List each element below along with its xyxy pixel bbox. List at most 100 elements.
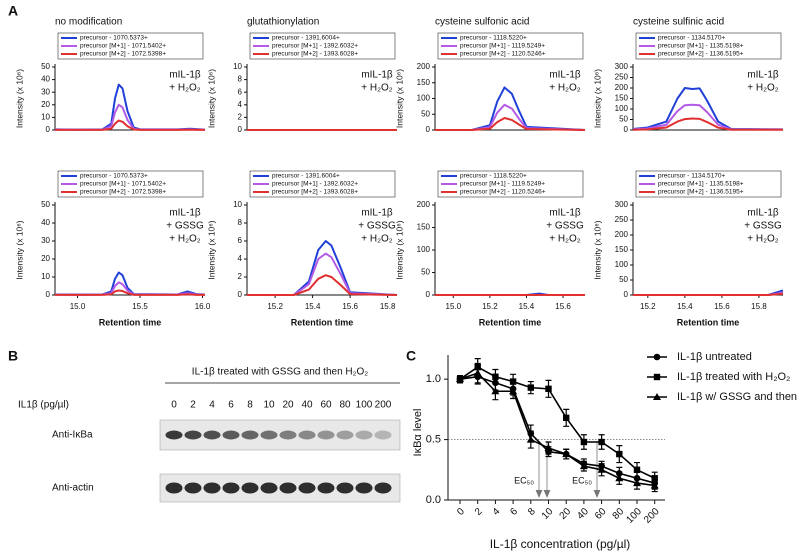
blot-band xyxy=(184,430,202,440)
y-tick-label: 50 xyxy=(619,275,628,284)
blot-band xyxy=(317,430,335,440)
panel-label: B xyxy=(8,348,18,364)
y-tick-label: 200 xyxy=(417,62,431,71)
annotation: + H₂O₂ xyxy=(169,234,201,245)
series-line xyxy=(247,240,398,296)
lane-label: 60 xyxy=(320,400,332,411)
y-axis-label: Intensity (x 10⁶) xyxy=(14,69,24,128)
marker xyxy=(509,378,517,385)
annotation: + H₂O₂ xyxy=(549,234,581,245)
x-axis-label: Retention time xyxy=(291,317,354,327)
blot-band xyxy=(222,430,240,440)
x-tick-label: 10 xyxy=(540,506,556,522)
legend-label: precursor - 1070.5373+ xyxy=(80,35,148,42)
marker xyxy=(492,373,499,380)
series-line xyxy=(247,252,398,296)
x-tick-label: 15.4 xyxy=(519,302,535,311)
panel-label: C xyxy=(406,348,416,364)
blot-band xyxy=(203,430,221,440)
y-tick-label: 10 xyxy=(41,272,50,281)
annotation: mIL-1β xyxy=(361,70,393,81)
x-tick-label: 100 xyxy=(624,506,644,526)
blot-band xyxy=(374,482,392,494)
y-tick-label: 40 xyxy=(41,75,50,84)
band-label: Anti-actin xyxy=(52,483,94,494)
blot-band xyxy=(336,430,354,440)
series-line xyxy=(459,366,656,479)
legend-marker xyxy=(653,393,661,400)
y-tick-label: 0 xyxy=(238,290,243,299)
y-tick-label: 10 xyxy=(233,62,242,71)
blot-band xyxy=(355,482,373,494)
y-tick-label: 100 xyxy=(417,245,431,254)
annotation: + H₂O₂ xyxy=(549,83,581,94)
marker xyxy=(615,474,624,482)
annotation: mIL-1β xyxy=(169,208,201,219)
y-tick-label: 0.0 xyxy=(426,494,441,506)
y-tick-label: 30 xyxy=(41,236,50,245)
y-tick-label: 1.0 xyxy=(426,373,441,385)
y-tick-label: 0 xyxy=(426,290,431,299)
legend-label: precursor [M+1] - 1119.5249+ xyxy=(460,43,545,50)
marker xyxy=(651,475,658,482)
series-line xyxy=(459,372,655,487)
y-tick-label: 250 xyxy=(615,215,629,224)
x-tick-label: 40 xyxy=(575,506,591,522)
chart-title: no modification xyxy=(55,17,122,28)
y-tick-label: 200 xyxy=(417,200,431,209)
y-tick-label: 200 xyxy=(615,230,629,239)
series-line xyxy=(633,292,784,296)
x-tick-label: 15.8 xyxy=(751,302,767,311)
lane-label: 40 xyxy=(301,400,313,411)
lane-label: 20 xyxy=(282,400,294,411)
legend-label: precursor [M+1] - 1392.6032+ xyxy=(272,181,358,188)
marker xyxy=(473,369,482,377)
x-tick-label: 0 xyxy=(455,506,467,518)
y-tick-label: 8 xyxy=(238,218,243,227)
marker xyxy=(633,466,641,473)
y-tick-label: 50 xyxy=(41,62,50,71)
y-tick-label: 50 xyxy=(421,109,430,118)
legend-label: precursor - 1134.5170+ xyxy=(658,35,725,42)
x-tick-label: 15.8 xyxy=(380,302,396,311)
legend-label: precursor [M+2] - 1136.5195+ xyxy=(658,189,744,196)
lane-label: 6 xyxy=(228,400,234,411)
y-axis-label: Intensity (x 10⁶) xyxy=(14,220,24,279)
lane-label: 80 xyxy=(339,400,351,411)
x-tick-label: 200 xyxy=(642,506,662,526)
series-line xyxy=(55,289,205,296)
legend-label: precursor - 1118.5220+ xyxy=(460,35,527,42)
y-axis-label: IκBα level xyxy=(412,409,424,457)
legend-label: IL-1β untreated xyxy=(677,351,752,363)
y-tick-label: 150 xyxy=(417,78,431,87)
spacer xyxy=(504,441,542,497)
series-line xyxy=(632,103,784,131)
y-tick-label: 200 xyxy=(615,83,629,92)
x-tick-label: 15.0 xyxy=(446,302,462,311)
legend-box xyxy=(57,32,204,60)
y-tick-label: 150 xyxy=(417,223,431,232)
y-tick-label: 0 xyxy=(426,125,431,134)
legend-box xyxy=(635,32,782,60)
legend-label: precursor - 1391.6004+ xyxy=(272,173,340,180)
y-tick-label: 150 xyxy=(615,94,629,103)
legend-label: precursor [M+2] - 1393.6028+ xyxy=(272,189,358,196)
x-tick-label: 16.0 xyxy=(195,302,211,311)
legend-marker xyxy=(653,373,661,381)
annotation: + GSSG xyxy=(166,221,204,232)
legend-label: precursor [M+1] - 1135.5198+ xyxy=(658,181,744,188)
series-line xyxy=(55,119,206,131)
y-tick-label: 6 xyxy=(238,87,243,96)
annotation: + H₂O₂ xyxy=(747,234,779,245)
legend-box xyxy=(57,170,204,198)
annotation: + H₂O₂ xyxy=(747,83,779,94)
x-axis-label: Retention time xyxy=(479,317,542,327)
panel-label: A xyxy=(8,3,18,19)
blot-band xyxy=(298,430,316,440)
y-tick-label: 8 xyxy=(238,75,243,84)
annotation: + GSSG xyxy=(744,221,782,232)
y-tick-label: 6 xyxy=(238,236,243,245)
legend-label: IL-1β treated with H₂O₂ xyxy=(677,371,790,383)
marker xyxy=(580,438,588,446)
